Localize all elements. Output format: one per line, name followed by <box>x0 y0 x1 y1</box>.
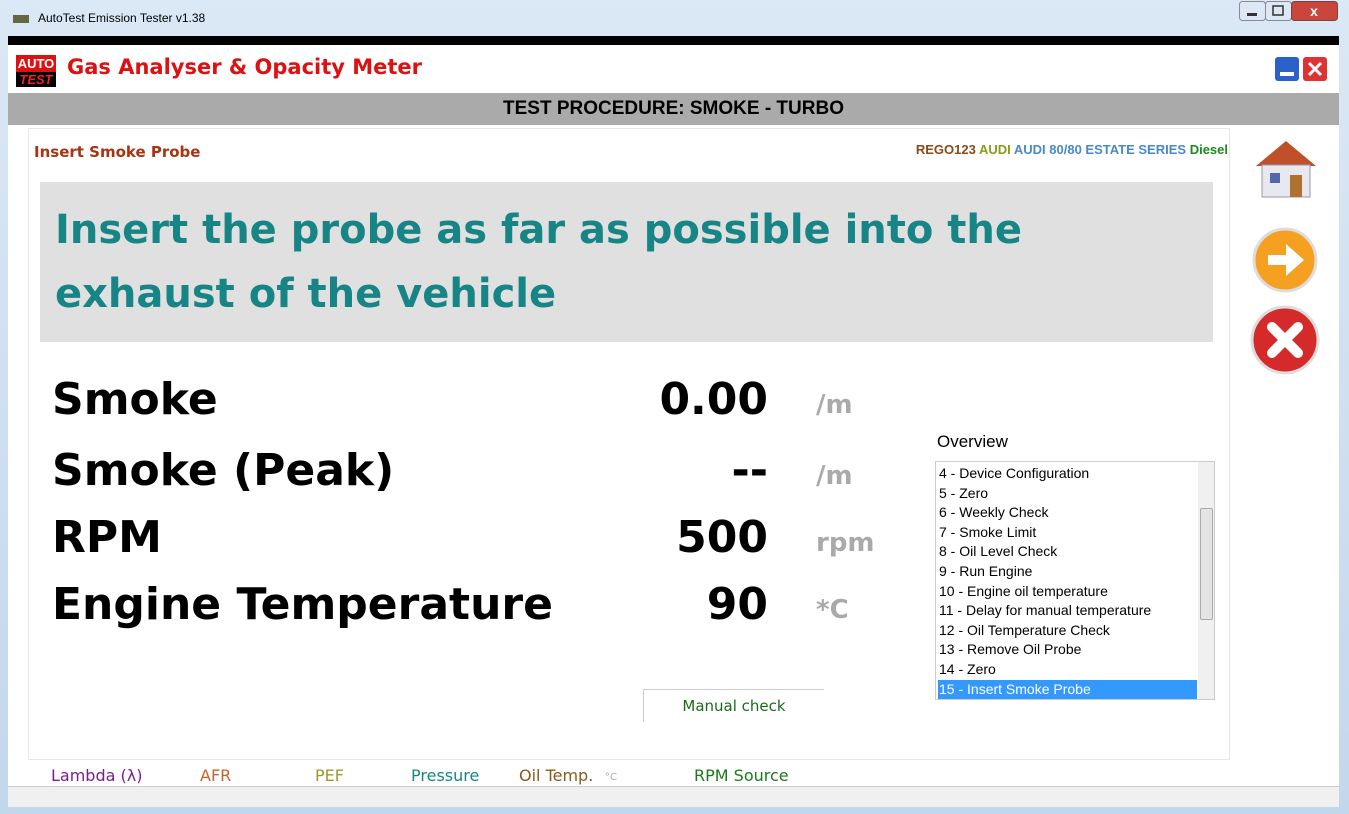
home-button[interactable] <box>1256 141 1316 198</box>
manual-check-tab[interactable]: Manual check <box>643 689 824 722</box>
app-icon <box>13 15 29 23</box>
overview-item[interactable]: 7 - Smoke Limit <box>939 523 1037 540</box>
footer-label: PEF <box>315 766 344 785</box>
next-button[interactable] <box>1252 227 1318 293</box>
footer-label: Lambda (λ) <box>51 766 143 785</box>
overview-item[interactable]: 5 - Zero <box>939 484 989 501</box>
reading-unit: *C <box>816 595 849 625</box>
footer-label: °C <box>605 772 617 783</box>
fuel: Diesel <box>1189 142 1228 157</box>
footer-label: AFR <box>200 766 232 785</box>
window-controls[interactable]: x <box>1239 1 1341 23</box>
client-area: AUTO TEST Gas Analyser & Opacity Meter T… <box>8 36 1339 807</box>
logo: AUTO TEST <box>16 55 56 88</box>
vehicle-info: REGO123 AUDI AUDI 80/80 ESTATE SERIES Di… <box>916 142 1228 157</box>
window-title: AutoTest Emission Tester v1.38 <box>38 11 206 25</box>
overview-title: Overview <box>937 432 1008 451</box>
instruction: Insert the probe as far as possible into… <box>55 207 1023 317</box>
reading-unit: rpm <box>816 528 875 558</box>
cancel-button[interactable] <box>1250 305 1320 375</box>
reading-unit: /m <box>816 390 853 420</box>
status-bar <box>8 786 1339 807</box>
reading-value: 0.00 <box>659 374 768 425</box>
overview-item[interactable]: 15 - Insert Smoke Probe <box>938 679 1197 700</box>
reading-value: 500 <box>676 512 768 563</box>
footer-label: RPM Source <box>694 766 789 785</box>
logo-top: AUTO <box>16 55 56 72</box>
model: AUDI 80/80 ESTATE SERIES <box>1013 142 1187 157</box>
footer-label: Pressure <box>411 766 480 785</box>
reading-unit: /m <box>816 461 853 491</box>
reading-label: Engine Temperature <box>52 579 553 630</box>
step-title: Insert Smoke Probe <box>34 143 201 161</box>
side-buttons <box>1250 141 1320 375</box>
reading-label: Smoke <box>52 374 218 425</box>
overview-item[interactable]: 10 - Engine oil temperature <box>939 582 1108 599</box>
overview-item[interactable]: 9 - Run Engine <box>939 563 1033 579</box>
instruction-box: Insert the probe as far as possible into… <box>40 182 1213 342</box>
overview-item[interactable]: 6 - Weekly Check <box>939 504 1049 521</box>
overview-item[interactable]: 8 - Oil Level Check <box>939 543 1058 560</box>
overview-item[interactable]: 14 - Zero <box>939 661 996 677</box>
reading-value: 90 <box>706 579 768 630</box>
make: AUDI <box>978 142 1011 157</box>
reading-label: Smoke (Peak) <box>52 445 395 496</box>
app-controls[interactable] <box>1274 56 1330 82</box>
overview-item[interactable]: 13 - Remove Oil Probe <box>939 641 1082 658</box>
overview-item[interactable]: 4 - Device Configuration <box>939 465 1090 481</box>
banner: TEST PROCEDURE: SMOKE - TURBO <box>8 93 1339 125</box>
overview-list[interactable]: 4 - Device Configuration 5 - Zero 6 - Week… <box>935 461 1215 700</box>
rego: REGO123 <box>915 142 976 157</box>
reading-label: RPM <box>52 512 162 563</box>
logo-bottom: TEST <box>16 72 56 87</box>
reading-value: -- <box>731 445 768 496</box>
app-title: Gas Analyser & Opacity Meter <box>67 55 423 79</box>
scrollbar[interactable] <box>1198 462 1214 699</box>
overview-item[interactable]: 12 - Oil Temperature Check <box>939 621 1110 638</box>
footer-label: Oil Temp. <box>519 766 594 785</box>
svg-text:x: x <box>1310 3 1318 19</box>
overview-item[interactable]: 11 - Delay for manual temperature <box>939 602 1152 619</box>
scroll-thumb[interactable] <box>1200 508 1213 620</box>
top-bar <box>8 36 1339 45</box>
